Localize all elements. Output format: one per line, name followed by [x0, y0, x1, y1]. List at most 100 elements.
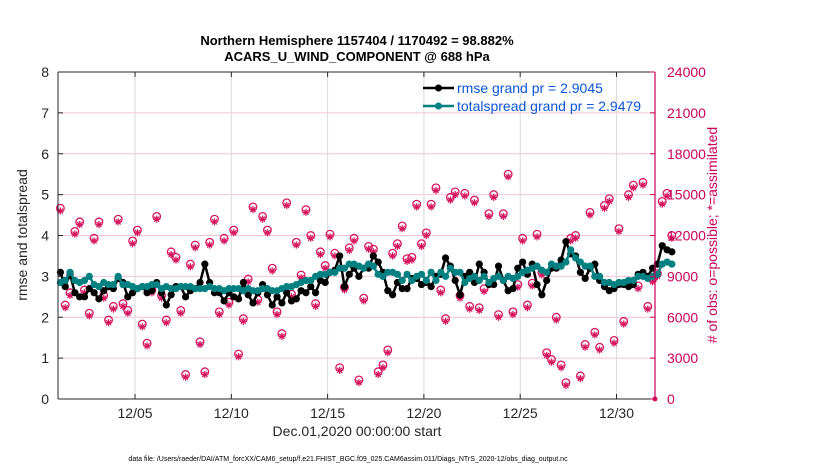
y-tick-label: 0	[41, 391, 49, 407]
obs-assimilated-point	[311, 302, 320, 310]
totalspread-marker	[61, 276, 69, 285]
obs-star-stroke	[336, 367, 343, 374]
obs-star-stroke	[461, 193, 468, 199]
obs-star-stroke	[264, 229, 271, 236]
obs-assimilated-point	[162, 319, 170, 327]
rmse-marker	[311, 289, 320, 297]
obs-assimilated-point	[172, 256, 180, 264]
obs-assimilated-point	[408, 256, 416, 264]
rmse-marker	[263, 291, 272, 299]
totalspread-marker	[456, 268, 464, 276]
obs-assimilated-point	[533, 233, 541, 241]
totalspread-marker	[331, 268, 339, 276]
obs-assimilated-point	[302, 208, 310, 216]
obs-assimilated-point	[234, 353, 243, 361]
obs-star-stroke	[591, 331, 598, 338]
obs-star-stroke	[394, 243, 401, 250]
obs-assimilated-point	[239, 317, 247, 325]
y-tick-label: 5	[41, 187, 49, 203]
rmse-marker	[268, 301, 276, 309]
obs-star-stroke	[649, 278, 656, 285]
rmse-marker	[533, 280, 541, 289]
y-tick-label: 6	[41, 146, 49, 162]
obs-assimilated-point	[201, 370, 209, 379]
rmse-marker	[519, 258, 527, 266]
rmse-marker	[273, 293, 281, 301]
obs-assimilated-point	[124, 309, 132, 317]
rmse-marker	[181, 293, 190, 301]
obs-assimilated-point	[393, 242, 402, 250]
obs-star-stroke	[302, 209, 309, 216]
obs-star-stroke	[596, 346, 603, 353]
obs-assimilated-point	[104, 319, 113, 327]
obs-star-stroke	[587, 212, 593, 219]
rmse-marker	[292, 295, 300, 303]
obs-assimilated-point	[186, 263, 194, 271]
obs-assimilated-point	[557, 364, 565, 372]
obs-assimilated-point	[470, 199, 479, 207]
obs-assimilated-point	[475, 306, 483, 315]
obs-star-stroke	[630, 184, 637, 191]
totalspread-marker	[629, 276, 637, 285]
obs-star-stroke	[485, 213, 492, 220]
obs-assimilated-point	[596, 346, 604, 354]
totalspread-marker	[417, 270, 426, 278]
totalspread-marker	[360, 264, 368, 272]
obs-star-stroke	[322, 265, 329, 272]
obs-assimilated-point	[624, 193, 633, 201]
obs-star-stroke	[71, 231, 78, 238]
obs-assimilated-point	[196, 340, 204, 349]
rmse-marker	[249, 299, 257, 307]
grid	[58, 72, 655, 399]
obs-assimilated-point	[345, 246, 353, 255]
obs-star-stroke	[534, 233, 541, 240]
footnote: data file: /Users/raeder/DAI/ATM_forcXX/…	[128, 456, 568, 463]
rmse-marker	[100, 287, 108, 295]
obs-assimilated-point	[403, 257, 411, 265]
obs-star-stroke	[129, 240, 136, 247]
obs-star-stroke	[447, 197, 454, 204]
obs-star-stroke	[553, 317, 560, 323]
obs-assimilated-point	[480, 287, 488, 295]
rmse-marker	[234, 295, 243, 303]
rmse-marker	[80, 293, 89, 301]
totalspread-marker	[557, 262, 565, 270]
obs-star-stroke	[481, 288, 488, 295]
obs-star-stroke	[168, 251, 175, 258]
legend-totalspread-marker	[435, 102, 442, 110]
rmse-marker	[61, 282, 69, 291]
totalspread-marker	[114, 272, 122, 280]
totalspread-marker	[307, 276, 315, 285]
obs-assimilated-point	[576, 374, 584, 383]
rmse-marker	[167, 291, 175, 299]
obs-star-stroke	[452, 191, 459, 198]
obs-assimilated-point	[663, 192, 671, 200]
obs-star-stroke	[115, 218, 122, 225]
totalspread-marker	[398, 276, 406, 285]
obs-assimilated-point	[215, 310, 223, 319]
obs-assimilated-point	[109, 305, 117, 313]
rmse-marker	[475, 260, 483, 268]
obs-star-stroke	[548, 359, 555, 366]
rmse-marker	[384, 287, 392, 295]
obs-star-stroke	[601, 205, 608, 212]
obs-star-stroke	[615, 228, 622, 235]
obs-assimilated-point	[562, 381, 570, 389]
obs-star-stroke	[423, 232, 430, 239]
obs-assimilated-point	[547, 358, 556, 366]
obs-assimilated-point	[658, 200, 666, 208]
totalspread-marker	[571, 254, 580, 262]
rmse-marker	[278, 299, 286, 307]
obs-assimilated-point	[605, 197, 613, 206]
rmse-marker	[466, 268, 474, 276]
obs-assimilated-point	[360, 297, 368, 305]
obs-star-stroke	[144, 342, 151, 349]
rmse-marker	[509, 285, 517, 293]
rmse-marker	[71, 289, 79, 297]
rmse-marker	[658, 242, 666, 250]
obs-star-stroke	[240, 318, 247, 325]
legend-rmse-label: rmse grand pr = 2.9045	[457, 80, 603, 96]
totalspread-marker	[586, 262, 594, 270]
obs-star-stroke	[606, 198, 613, 205]
obs-assimilated-point	[437, 289, 445, 297]
